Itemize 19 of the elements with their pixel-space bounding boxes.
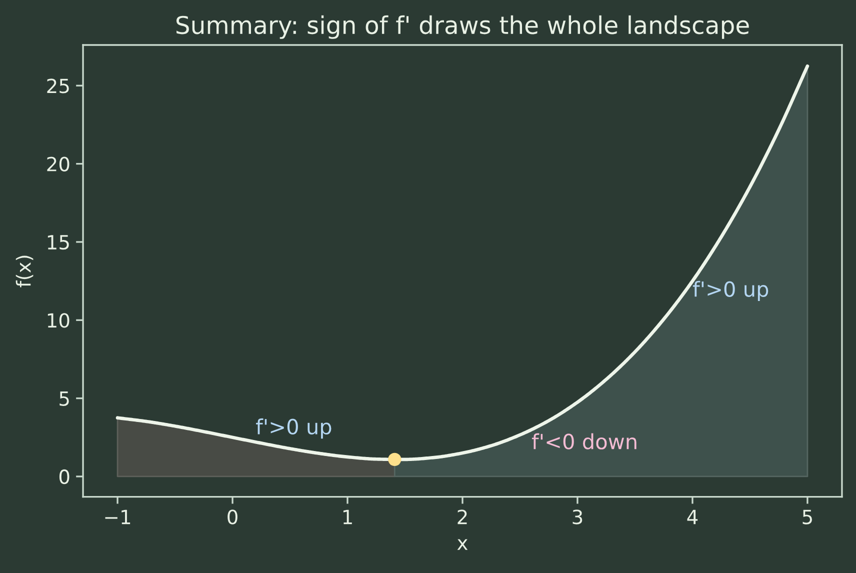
y-tick-label: 10 (48, 313, 70, 328)
y-tick-label: 20 (47, 156, 70, 172)
x-tick-label: 4 (687, 510, 698, 524)
chart-title: Summary: sign of f' draws the whole landscape (176, 15, 749, 39)
annotation: f'>0 up (256, 418, 332, 439)
x-tick-label: 2 (458, 510, 467, 524)
y-axis-title: f(x) (16, 256, 34, 288)
annotation: f'>0 up (692, 280, 768, 302)
x-tick-label: 5 (802, 510, 812, 524)
x-tick-label: −1 (105, 510, 130, 524)
annotation: f'<0 down (532, 433, 636, 450)
x-tick-label: 3 (572, 510, 582, 524)
y-tick-label: 0 (59, 469, 70, 484)
y-tick-label: 25 (47, 78, 69, 94)
x-tick-label: 0 (228, 510, 238, 524)
y-tick-label: 5 (60, 392, 69, 406)
y-tick-label: 15 (48, 235, 69, 250)
x-axis-title: x (457, 539, 468, 550)
x-tick-label: 1 (343, 510, 352, 524)
